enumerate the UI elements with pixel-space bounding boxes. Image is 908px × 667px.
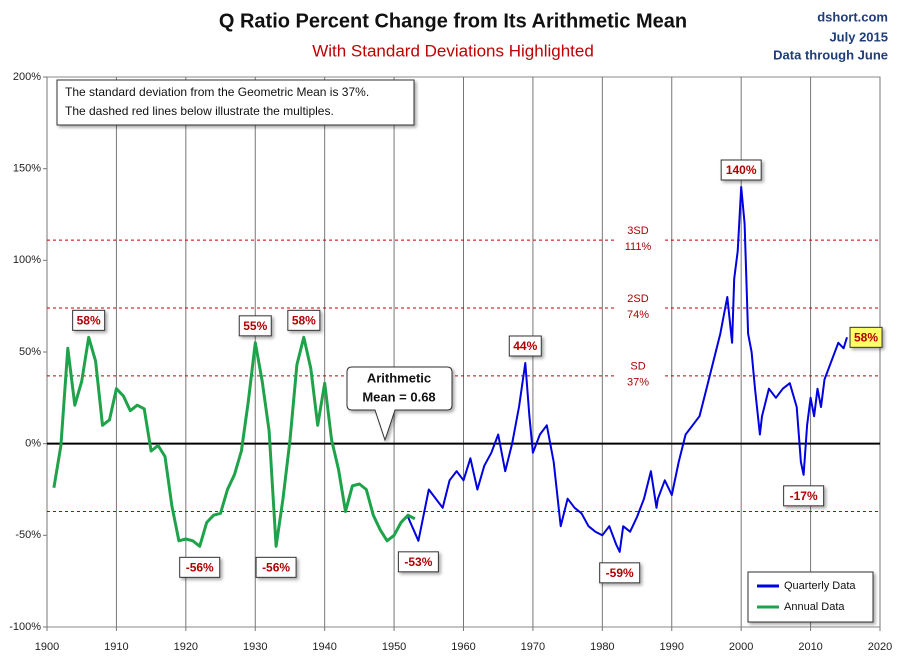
data-label-frame	[508, 335, 542, 357]
data-label: 58%	[849, 326, 883, 348]
data-label-frame	[720, 159, 762, 181]
legend-label: Quarterly Data	[784, 580, 856, 592]
legend: Quarterly Data Annual Data	[747, 571, 874, 623]
data-label: 58%	[72, 309, 106, 331]
x-tick-label: 2020	[868, 641, 892, 653]
callout-line: Mean = 0.68	[362, 389, 435, 404]
note-frame	[56, 79, 415, 126]
data-label-frame	[255, 556, 297, 578]
note-box: The standard deviation from the Geometri…	[56, 79, 415, 126]
sd-name: 2SD	[627, 293, 648, 305]
date: July 2015	[829, 29, 888, 44]
x-tick-label: 1960	[451, 641, 475, 653]
sd-name: 3SD	[627, 225, 648, 237]
x-tick-label: 2000	[729, 641, 753, 653]
data-label-frame	[599, 562, 641, 584]
y-tick-label: -100%	[9, 621, 41, 633]
data-label-frame	[72, 309, 106, 331]
data-label: 44%	[508, 335, 542, 357]
data-label: -17%	[783, 485, 825, 507]
x-tick-label: 1920	[174, 641, 198, 653]
data-label-text: -56%	[262, 561, 290, 575]
x-tick-label: 1930	[243, 641, 267, 653]
y-tick-label: 50%	[19, 346, 41, 358]
source: dshort.com	[817, 9, 888, 24]
sd-label-bg	[614, 225, 662, 254]
series-line	[52, 335, 416, 548]
data-label-text: -53%	[404, 555, 432, 569]
data-label-frame	[849, 326, 883, 348]
x-tick-label: 1990	[660, 641, 684, 653]
y-tick-label: 150%	[13, 163, 41, 175]
x-tick-label: 1910	[104, 641, 128, 653]
x-tick-label: 1980	[590, 641, 614, 653]
data-label: -56%	[179, 556, 221, 578]
mean-callout: Arithmetic Mean = 0.68	[346, 366, 453, 442]
data-label-text: 55%	[243, 319, 267, 333]
data-label-frame	[397, 551, 439, 573]
data-label-text: -56%	[186, 561, 214, 575]
sd-label-bg	[614, 360, 662, 389]
sd-value-label: 111%	[625, 241, 652, 253]
data-label-text: 44%	[513, 339, 537, 353]
data-label-frame	[783, 485, 825, 507]
data-label-text: 140%	[726, 163, 757, 177]
y-tick-label: 0%	[25, 438, 41, 450]
data-label: -56%	[255, 556, 297, 578]
sd-value-label: 37%	[627, 377, 649, 389]
data-label-frame	[238, 315, 272, 337]
data-label-frame	[287, 309, 321, 331]
x-tick-label: 1900	[35, 641, 59, 653]
data-label: 58%	[287, 309, 321, 331]
chart-subtitle: With Standard Deviations Highlighted	[312, 41, 594, 60]
x-tick-label: 2010	[798, 641, 822, 653]
legend-frame	[747, 571, 874, 623]
y-tick-label: 100%	[13, 254, 41, 266]
data-label-frame	[179, 556, 221, 578]
y-tick-label: 200%	[13, 71, 41, 83]
data-label: -59%	[599, 562, 641, 584]
data-label-text: -59%	[606, 566, 634, 580]
chart-title: Q Ratio Percent Change from Its Arithmet…	[219, 10, 687, 32]
callout-frame	[346, 366, 453, 442]
note-line: The standard deviation from the Geometri…	[65, 85, 369, 99]
callout-line: Arithmetic	[367, 370, 431, 385]
series-line	[407, 186, 848, 553]
x-tick-label: 1940	[312, 641, 336, 653]
data-label: 55%	[238, 315, 272, 337]
sd-value-label: 74%	[627, 309, 649, 321]
data-through: Data through June	[773, 47, 888, 62]
y-tick-label: -50%	[15, 529, 41, 541]
legend-label: Annual Data	[784, 601, 845, 613]
data-label-text: 58%	[854, 331, 878, 345]
data-label-text: 58%	[77, 314, 101, 328]
sd-name: SD	[630, 361, 645, 373]
sd-label-bg	[614, 293, 662, 321]
x-tick-label: 1950	[382, 641, 406, 653]
note-line: The dashed red lines below illustrate th…	[65, 104, 334, 118]
data-label-text: -17%	[790, 489, 818, 503]
data-label: -53%	[397, 551, 439, 573]
x-tick-label: 1970	[521, 641, 545, 653]
data-label: 140%	[720, 159, 762, 181]
data-label-text: 58%	[292, 314, 316, 328]
